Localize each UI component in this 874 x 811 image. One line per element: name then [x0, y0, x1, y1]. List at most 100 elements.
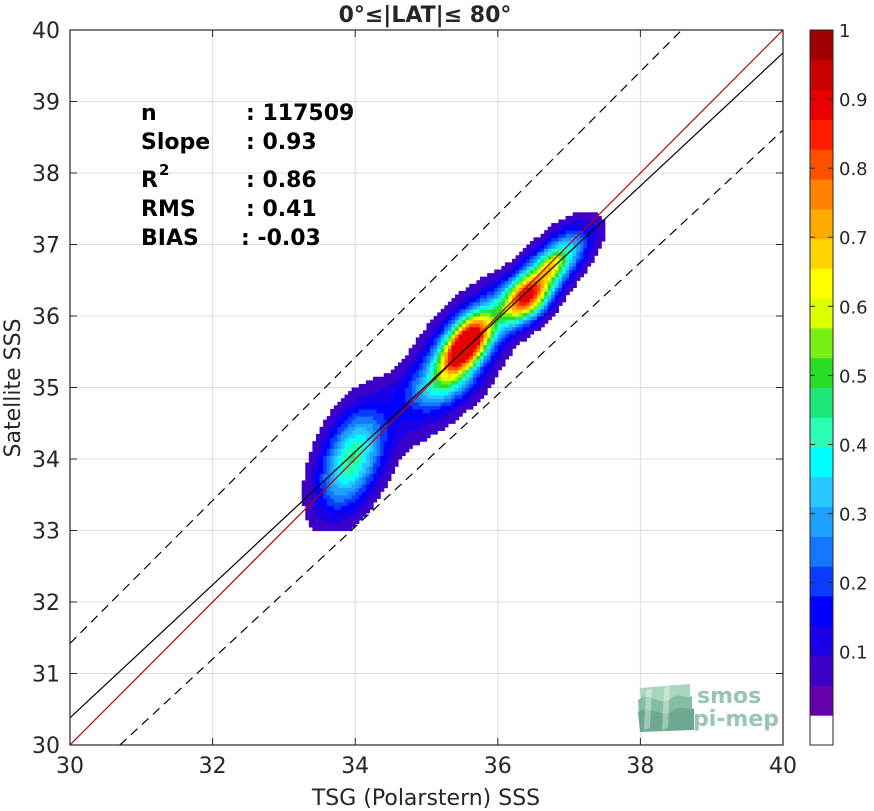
density-cell-706	[380, 470, 384, 474]
density-cell-1485	[469, 405, 473, 409]
density-cell-1593	[480, 377, 484, 381]
density-cell-799	[391, 455, 395, 459]
density-cell-1769	[498, 291, 502, 295]
density-cell-1201	[437, 341, 441, 345]
density-cell-977	[412, 384, 416, 388]
density-cell-755	[384, 405, 388, 409]
density-cell-1928	[519, 262, 523, 266]
density-cell-674	[377, 470, 381, 474]
density-cell-45	[312, 523, 316, 527]
density-cell-752	[384, 416, 388, 420]
density-cell-1217	[441, 402, 445, 406]
density-cell-1766	[498, 302, 502, 306]
density-cell-1465	[466, 355, 470, 359]
density-cell-2048	[537, 284, 541, 288]
density-cell-612	[369, 448, 373, 452]
density-cell-1890	[516, 312, 520, 316]
density-cell-336	[345, 505, 349, 509]
density-cell-1177	[437, 427, 441, 431]
density-cell-2300	[573, 216, 577, 220]
density-cell-1848	[508, 291, 512, 295]
density-cell-1981	[526, 252, 530, 256]
density-cell-569	[366, 473, 370, 477]
density-cell-606	[369, 470, 373, 474]
density-cell-1909	[519, 330, 523, 334]
density-cell-363	[345, 409, 349, 413]
density-cell-657	[373, 409, 377, 413]
density-cell-461	[355, 466, 359, 470]
density-cell-1906	[516, 255, 520, 259]
density-cell-981	[412, 370, 416, 374]
density-cell-922	[405, 391, 409, 395]
density-cell-795	[391, 470, 395, 474]
density-cell-412	[352, 505, 356, 509]
density-cell-1233	[441, 345, 445, 349]
density-cell-1037	[419, 373, 423, 377]
density-cell-534	[362, 470, 366, 474]
density-cell-39	[309, 466, 313, 470]
density-cell-1989	[530, 312, 534, 316]
density-cell-1753	[498, 348, 502, 352]
density-cell-1768	[498, 295, 502, 299]
density-cell-643	[373, 459, 377, 463]
density-cell-1567	[476, 352, 480, 356]
density-cell-835	[394, 423, 398, 427]
density-cell-777	[387, 434, 391, 438]
density-cell-1761	[498, 320, 502, 324]
density-cell-872	[398, 384, 402, 388]
density-cell-787	[387, 398, 391, 402]
density-cell-1092	[427, 391, 431, 395]
density-cell-2399	[598, 237, 602, 241]
density-cell-255	[334, 409, 338, 413]
density-cell-383	[348, 473, 352, 477]
density-cell-1535	[473, 348, 477, 352]
density-cell-862	[398, 420, 402, 424]
density-cell-302	[341, 495, 345, 499]
density-cell-521	[359, 384, 363, 388]
density-cell-1832	[508, 348, 512, 352]
density-cell-1953	[523, 262, 527, 266]
density-cell-1652	[484, 284, 488, 288]
density-cell-2160	[551, 241, 555, 245]
density-cell-846	[394, 384, 398, 388]
density-cell-1103	[427, 352, 431, 356]
density-cell-182	[327, 434, 331, 438]
density-cell-2389	[594, 237, 598, 241]
density-cell-1404	[459, 334, 463, 338]
density-cell-1799	[501, 280, 505, 284]
density-cell-2329	[580, 245, 584, 249]
density-cell-227	[334, 509, 338, 513]
density-cell-1440	[462, 327, 466, 331]
density-cell-413	[352, 502, 356, 506]
density-cell-1693	[491, 359, 495, 363]
density-cell-354	[345, 441, 349, 445]
density-cell-960	[409, 348, 413, 352]
density-cell-991	[416, 434, 420, 438]
density-cell-208	[330, 455, 334, 459]
density-cell-635	[373, 488, 377, 492]
density-cell-1723	[494, 355, 498, 359]
colorbar-swatch-7	[810, 507, 833, 537]
density-cell-105	[320, 495, 324, 499]
density-cell-1124	[430, 388, 434, 392]
density-cell-1724	[494, 352, 498, 356]
density-cell-2031	[533, 252, 537, 256]
density-cell-1677	[487, 305, 491, 309]
density-cell-790	[387, 388, 391, 392]
density-cell-88	[316, 459, 320, 463]
density-cell-1101	[427, 359, 431, 363]
density-cell-1786	[501, 327, 505, 331]
density-cell-140	[323, 473, 327, 477]
density-cell-307	[341, 477, 345, 481]
density-cell-1544	[473, 316, 477, 320]
density-cell-281	[337, 441, 341, 445]
density-cell-2200	[558, 270, 562, 274]
density-cell-1857	[512, 345, 516, 349]
density-cell-666	[373, 377, 377, 381]
density-cell-1874	[512, 284, 516, 288]
density-cell-1083	[427, 423, 431, 427]
density-cell-1180	[437, 416, 441, 420]
density-cell-662	[373, 391, 377, 395]
density-cell-972	[412, 402, 416, 406]
y-tick-label-0: 30	[32, 734, 60, 759]
